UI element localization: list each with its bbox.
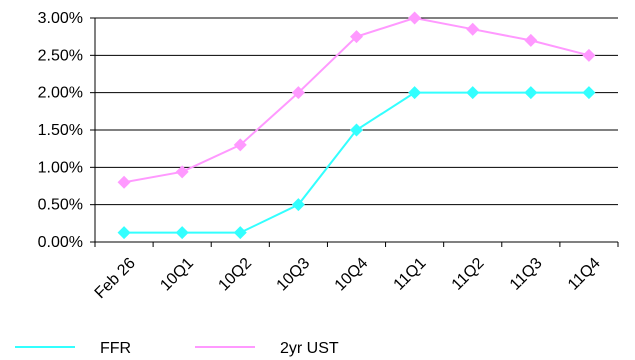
data-point: [408, 86, 422, 100]
y-tick-label: 3.00%: [38, 10, 83, 27]
series-layer: [117, 11, 596, 240]
legend-item-0: FFR: [15, 340, 131, 357]
data-point: [466, 22, 480, 36]
data-point: [291, 198, 305, 212]
data-point: [233, 226, 247, 240]
data-point: [350, 30, 363, 44]
x-tick-label: 10Q2: [215, 255, 255, 295]
data-point: [524, 86, 538, 100]
data-point: [408, 11, 422, 25]
x-tick-label: 11Q4: [565, 255, 604, 294]
y-tick-label: 0.00%: [38, 234, 83, 251]
y-tick-label: 1.00%: [38, 159, 83, 176]
data-point: [175, 226, 189, 240]
data-point: [524, 33, 538, 47]
series-0: [117, 86, 596, 240]
x-tick-labels: Feb 26 10Q1 10Q2 10Q3 10Q4 11Q1 11Q2 11Q3 11Q4: [92, 255, 604, 302]
data-point: [350, 123, 363, 137]
x-tick-label: 10Q3: [274, 255, 314, 295]
y-tick-label: 1.50%: [38, 122, 83, 139]
legend: FFR 2yr UST: [15, 340, 339, 357]
legend-label: 2yr UST: [280, 340, 339, 357]
x-tick-label: Feb 26: [92, 255, 139, 302]
data-point: [582, 86, 596, 100]
data-point: [117, 175, 131, 189]
y-tick-label: 2.00%: [38, 85, 83, 102]
x-tick-label: 11Q1: [391, 255, 430, 294]
y-tick-labels: 0.00% 0.50% 1.00% 1.50% 2.00% 2.50% 3.00%: [38, 10, 83, 251]
data-point: [582, 48, 596, 62]
axes: [90, 17, 619, 247]
series-1: [117, 11, 596, 189]
x-tick-label: 10Q4: [332, 255, 372, 295]
data-point: [466, 86, 480, 100]
data-point: [175, 165, 189, 179]
data-point: [117, 226, 131, 240]
x-tick-label: 11Q3: [507, 255, 546, 294]
series-line: [124, 91, 589, 234]
legend-label: FFR: [100, 340, 131, 357]
data-point: [291, 86, 305, 100]
legend-item-1: 2yr UST: [195, 340, 339, 357]
data-point: [233, 138, 247, 152]
gridlines: [95, 17, 618, 206]
x-tick-label: 11Q2: [449, 255, 488, 294]
x-tick-label: 10Q1: [157, 255, 197, 295]
y-tick-label: 2.50%: [38, 47, 83, 64]
y-tick-label: 0.50%: [38, 197, 83, 214]
